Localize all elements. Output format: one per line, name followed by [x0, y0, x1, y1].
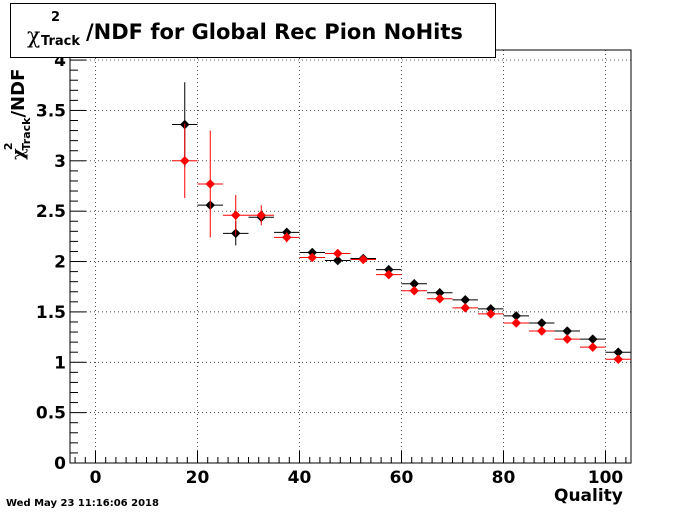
y-tick-label: 3 — [54, 152, 66, 172]
y-tick-label: 3.5 — [36, 101, 66, 121]
data-point-marker — [205, 179, 216, 189]
data-point-marker — [358, 254, 369, 265]
data-point-marker — [256, 210, 267, 221]
x-tick-label: 0 — [90, 468, 102, 488]
data-series — [172, 82, 631, 365]
x-tick-label: 20 — [186, 468, 210, 488]
data-point-marker — [485, 309, 496, 319]
title-chi-symbol: χ — [27, 24, 41, 49]
data-point-marker — [230, 210, 241, 221]
y-tick-label: 1.5 — [36, 303, 66, 323]
data-point-marker — [536, 326, 547, 336]
data-point-marker — [409, 285, 420, 296]
data-point-marker — [281, 232, 292, 243]
data-point-marker — [332, 248, 343, 259]
data-point-marker — [332, 255, 343, 266]
x-tick-label: 60 — [390, 468, 414, 488]
ylabel-text: /NDF — [8, 68, 29, 118]
x-tick-label: 80 — [492, 468, 516, 488]
ylabel-subscript: Track — [20, 117, 33, 151]
data-point-marker — [511, 318, 522, 328]
y-tick-label: 0.5 — [36, 404, 66, 424]
x-tick-label: 100 — [588, 468, 624, 488]
title-subscript: Track — [41, 34, 80, 49]
data-point-marker — [613, 354, 624, 365]
y-tick-label: 2 — [54, 253, 66, 273]
data-point-marker — [587, 334, 598, 344]
y-tick-label: 0 — [54, 454, 66, 474]
data-point-marker — [536, 318, 547, 328]
data-point-marker — [562, 334, 573, 344]
data-point-marker — [307, 252, 318, 263]
x-tick-label: 40 — [288, 468, 312, 488]
ylabel-superscript: 2 — [2, 142, 15, 151]
data-point-marker — [434, 293, 445, 304]
chart-title-box: χ 2 Track /NDF for Global Rec Pion NoHit… — [10, 3, 496, 58]
title-superscript: 2 — [51, 10, 61, 25]
data-point-marker — [383, 269, 394, 280]
x-axis-label: Quality — [554, 486, 623, 506]
y-axis-label: χ2 Track/NDF — [2, 60, 44, 180]
y-tick-label: 2.5 — [36, 202, 66, 222]
data-point-marker — [179, 155, 190, 166]
grid-lines — [70, 50, 631, 463]
series-red — [172, 123, 631, 365]
data-point-marker — [460, 294, 471, 305]
timestamp: Wed May 23 11:16:06 2018 — [6, 498, 159, 509]
data-point-marker — [587, 342, 598, 353]
series-black — [172, 82, 631, 358]
data-point-marker — [460, 303, 471, 313]
axis-ticks — [70, 49, 627, 464]
data-point-marker — [562, 326, 573, 336]
y-tick-label: 1 — [54, 353, 66, 373]
chart-title: /NDF for Global Rec Pion NoHits — [86, 20, 463, 44]
plot-frame — [69, 49, 632, 464]
